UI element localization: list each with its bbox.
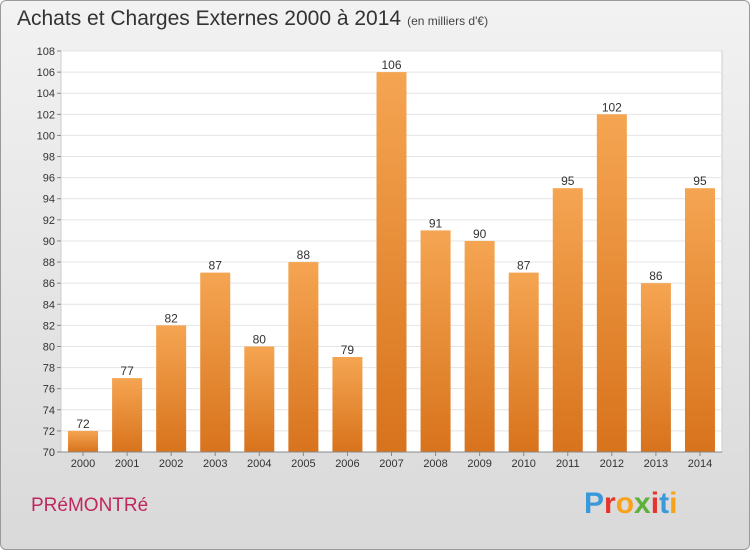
town-name: PRéMONTRé [31, 495, 149, 516]
bar-2001 [112, 378, 143, 452]
y-tick-label: 98 [43, 152, 55, 164]
x-tick-label: 2000 [71, 458, 95, 470]
bar-2012 [596, 114, 627, 452]
logo-letter: i [650, 487, 660, 520]
x-tick-label: 2002 [159, 458, 183, 470]
logo-letter: r [604, 487, 616, 520]
data-label: 95 [693, 174, 707, 188]
x-tick-label: 2007 [379, 458, 403, 470]
y-axis: 70 72 74 76 78 80 82 84 86 88 90 92 94 96 98 100 102 104 1… [37, 46, 61, 459]
bar-2003 [200, 272, 231, 452]
x-tick-label: 2003 [203, 458, 227, 470]
bar-2009 [464, 240, 495, 452]
bar-2011 [552, 188, 583, 452]
logo-letter: x [634, 487, 651, 520]
proxiti-logo: Proxiti [584, 487, 677, 521]
y-tick-label: 72 [43, 426, 55, 438]
bar-2013 [640, 283, 671, 452]
y-tick-label: 70 [43, 447, 55, 459]
chart-title-text: Achats et Charges Externes 2000 à 2014 [17, 7, 402, 30]
bar-2007 [376, 72, 407, 453]
data-label: 82 [164, 311, 178, 325]
y-tick-label: 94 [43, 194, 55, 206]
bar-2008 [420, 230, 451, 452]
logo-letter: o [615, 487, 635, 520]
y-tick-label: 88 [43, 257, 55, 269]
logo-letter: t [659, 487, 670, 520]
x-tick-label: 2005 [291, 458, 315, 470]
x-tick-label: 2010 [511, 458, 535, 470]
data-label: 80 [253, 332, 267, 346]
data-label: 87 [209, 259, 223, 273]
data-label: 79 [341, 343, 355, 357]
x-tick-label: 2011 [556, 458, 580, 470]
y-tick-label: 100 [37, 130, 55, 142]
bar-2010 [508, 272, 539, 452]
x-tick-label: 2009 [467, 458, 491, 470]
bar-2006 [332, 357, 363, 452]
y-tick-label: 80 [43, 341, 55, 353]
chart-title: Achats et Charges Externes 2000 à 2014 (e… [17, 7, 488, 31]
x-tick-label: 2004 [247, 458, 271, 470]
x-axis: 2000 2001 2002 2003 2004 2005 2006 2007 2008 2009… [61, 451, 722, 470]
x-tick-label: 2006 [335, 458, 359, 470]
logo-letter: P [584, 487, 605, 520]
y-tick-label: 82 [43, 320, 55, 332]
y-tick-label: 78 [43, 363, 55, 375]
data-label: 77 [120, 364, 134, 378]
bar-2005 [288, 262, 319, 452]
x-tick-label: 2012 [600, 458, 624, 470]
y-tick-label: 86 [43, 278, 55, 290]
y-tick-label: 74 [43, 405, 55, 417]
y-tick-label: 96 [43, 173, 55, 185]
y-tick-label: 104 [37, 88, 55, 100]
data-label: 86 [649, 269, 663, 283]
data-label: 88 [297, 248, 311, 262]
data-label: 106 [381, 58, 401, 72]
data-label: 95 [561, 174, 575, 188]
y-tick-label: 108 [37, 46, 55, 58]
x-tick-label: 2013 [644, 458, 668, 470]
y-tick-label: 76 [43, 384, 55, 396]
y-tick-label: 106 [37, 67, 55, 79]
bar-2014 [684, 188, 715, 452]
bar-2002 [156, 325, 187, 452]
data-label: 90 [473, 227, 487, 241]
data-label: 87 [517, 259, 531, 273]
x-tick-label: 2008 [423, 458, 447, 470]
data-label: 72 [76, 417, 90, 431]
bar-2004 [244, 346, 275, 452]
bars: 72 77 82 87 80 88 79 106 91 90 87 95 102 86 95 [68, 58, 715, 453]
data-label: 91 [429, 216, 443, 230]
data-label: 102 [602, 100, 622, 114]
x-tick-label: 2001 [115, 458, 139, 470]
y-tick-label: 84 [43, 299, 55, 311]
chart-subtitle: (en milliers d'€) [407, 14, 489, 28]
y-tick-label: 90 [43, 236, 55, 248]
x-tick-label: 2014 [688, 458, 712, 470]
y-tick-label: 92 [43, 215, 55, 227]
logo-letter: i [669, 487, 678, 520]
y-tick-label: 102 [37, 109, 55, 121]
bar-2000 [68, 430, 99, 452]
